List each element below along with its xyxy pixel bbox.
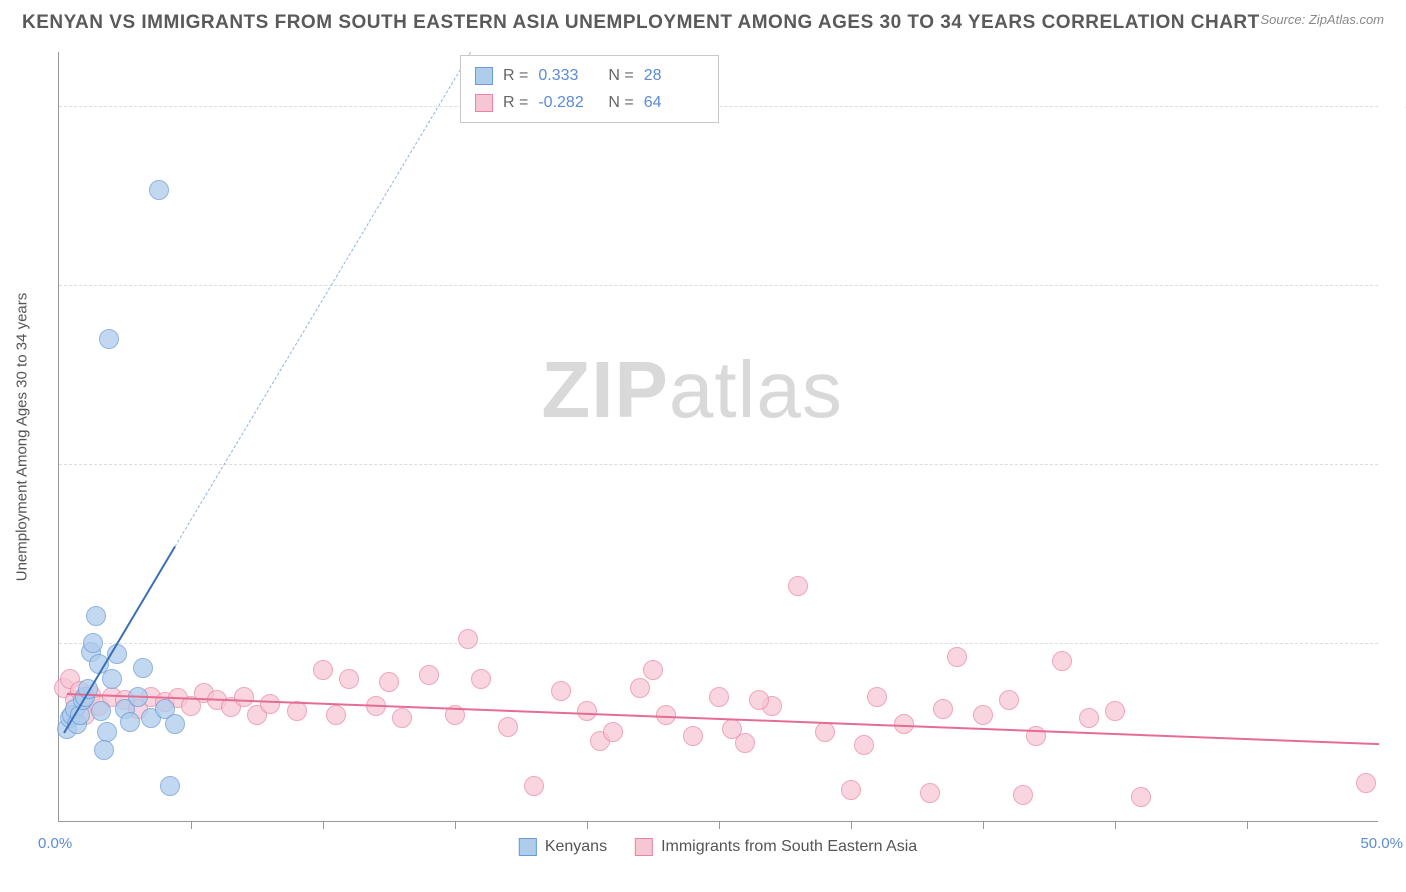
swatch-immigrants [475,94,493,112]
x-tick [323,821,324,829]
watermark-logo: ZIPatlas [541,344,842,436]
data-point [498,717,518,737]
y-tick-label: 20.0% [1388,455,1406,472]
x-axis-max-label: 50.0% [1360,835,1403,852]
x-tick [851,821,852,829]
gridline [59,464,1378,465]
legend-label-immigrants: Immigrants from South Eastern Asia [661,838,917,856]
data-point [160,776,180,796]
x-tick [587,821,588,829]
data-point [392,708,412,728]
x-axis-min-label: 0.0% [38,835,72,852]
data-point [260,694,280,714]
data-point [102,669,122,689]
stats-row-kenyans: R = 0.333 N = 28 [475,62,704,89]
data-point [133,658,153,678]
data-point [99,329,119,349]
data-point [854,735,874,755]
chart-title: KENYAN VS IMMIGRANTS FROM SOUTH EASTERN … [22,12,1260,34]
data-point [1356,773,1376,793]
source-attribution: Source: ZipAtlas.com [1260,12,1384,27]
stat-r-label-2: R = [503,89,528,116]
data-point [458,629,478,649]
data-point [788,576,808,596]
data-point [1052,651,1072,671]
legend-swatch-kenyans [519,838,537,856]
data-point [603,722,623,742]
data-point [894,714,914,734]
data-point [683,726,703,746]
stat-n-label-2: N = [608,89,633,116]
data-point [120,712,140,732]
data-point [551,681,571,701]
stat-n-label: N = [608,62,633,89]
data-point [94,740,114,760]
x-tick [1247,821,1248,829]
gridline [59,285,1378,286]
data-point [313,660,333,680]
data-point [86,606,106,626]
data-point [999,690,1019,710]
stat-n-val-2: 64 [644,89,704,116]
stat-n-val-1: 28 [644,62,704,89]
data-point [577,701,597,721]
data-point [419,665,439,685]
data-point [815,722,835,742]
stats-row-immigrants: R = -0.282 N = 64 [475,89,704,116]
data-point [1105,701,1125,721]
stat-r-val-2: -0.282 [538,89,598,116]
bottom-legend: Kenyans Immigrants from South Eastern As… [519,838,917,856]
x-tick [1115,821,1116,829]
data-point [947,647,967,667]
data-point [97,722,117,742]
data-point [735,733,755,753]
data-point [643,660,663,680]
legend-swatch-immigrants [635,838,653,856]
x-tick [719,821,720,829]
legend-item-kenyans: Kenyans [519,838,607,856]
data-point [933,699,953,719]
data-point [83,633,103,653]
data-point [973,705,993,725]
data-point [1013,785,1033,805]
data-point [379,672,399,692]
data-point [867,687,887,707]
data-point [326,705,346,725]
data-point [524,776,544,796]
y-tick-label: 10.0% [1388,634,1406,651]
stat-r-label: R = [503,62,528,89]
data-point [749,690,769,710]
data-point [1079,708,1099,728]
x-tick [191,821,192,829]
data-point [471,669,491,689]
y-axis-label: Unemployment Among Ages 30 to 34 years [14,293,31,582]
legend-item-immigrants: Immigrants from South Eastern Asia [635,838,917,856]
y-tick-label: 40.0% [1388,97,1406,114]
data-point [630,678,650,698]
data-point [920,783,940,803]
y-tick-label: 30.0% [1388,276,1406,293]
trend-line [175,52,472,547]
stat-r-val-1: 0.333 [538,62,598,89]
stats-legend-box: R = 0.333 N = 28 R = -0.282 N = 64 [460,55,719,123]
data-point [841,780,861,800]
x-tick [983,821,984,829]
data-point [149,180,169,200]
x-tick [455,821,456,829]
legend-label-kenyans: Kenyans [545,838,607,856]
data-point [234,687,254,707]
swatch-kenyans [475,67,493,85]
data-point [339,669,359,689]
gridline [59,643,1378,644]
chart-plot-area: ZIPatlas 10.0%20.0%30.0%40.0% Unemployme… [58,52,1378,822]
data-point [656,705,676,725]
data-point [709,687,729,707]
data-point [1131,787,1151,807]
data-point [165,714,185,734]
data-point [91,701,111,721]
